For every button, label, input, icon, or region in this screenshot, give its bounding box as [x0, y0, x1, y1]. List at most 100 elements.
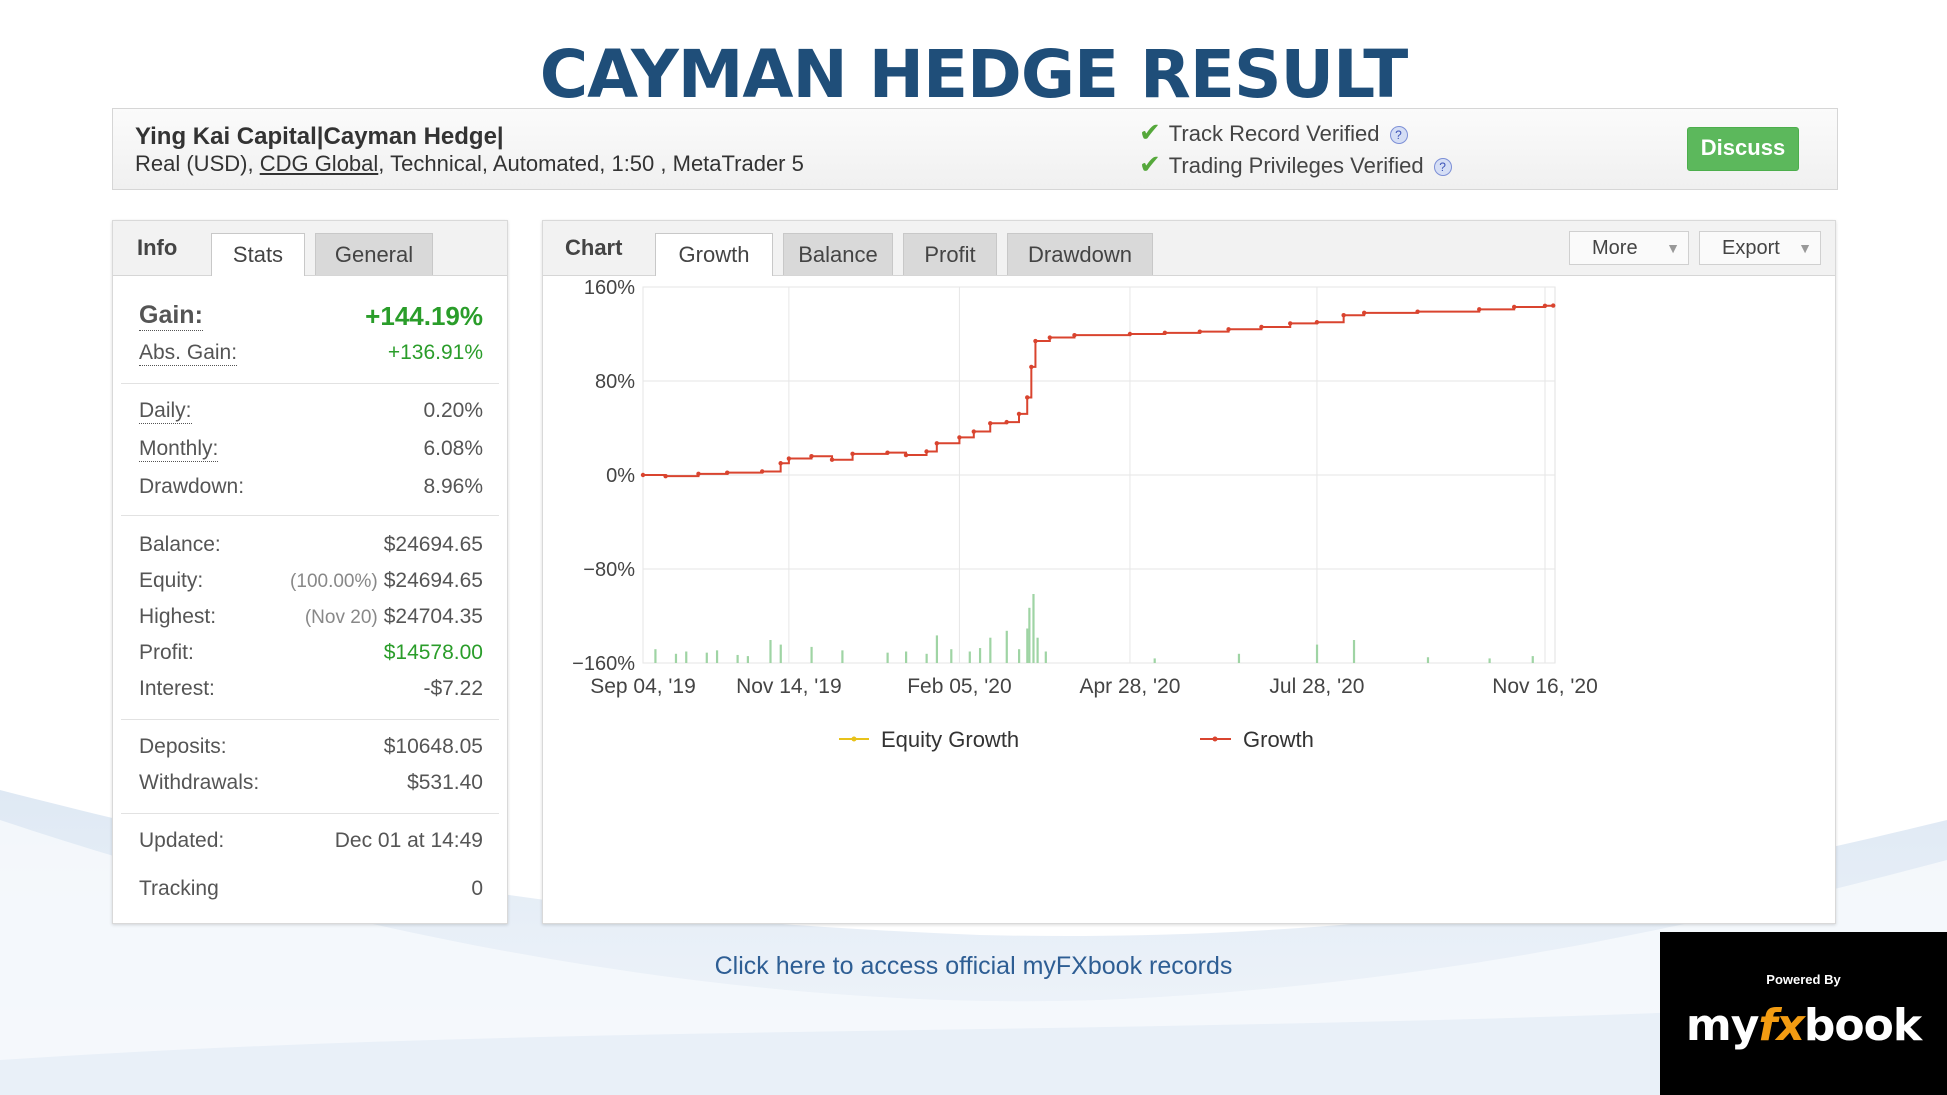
gain-label[interactable]: Gain:: [139, 301, 203, 331]
volume-bar: [950, 649, 953, 663]
growth-point: [1072, 332, 1077, 338]
growth-point: [1029, 364, 1034, 370]
highest-date: (Nov 20): [304, 607, 378, 628]
volume-bar: [1005, 630, 1008, 663]
volume-bar: [769, 640, 772, 663]
legend-growth-marker: [1212, 736, 1218, 742]
volume-bar: [968, 651, 971, 663]
growth-point: [786, 456, 792, 461]
export-dropdown[interactable]: Export ▼: [1699, 231, 1821, 265]
interest-label: Interest:: [139, 677, 215, 700]
legend-growth: Growth: [1243, 727, 1314, 752]
x-tick-label: Jul 28, '20: [1269, 675, 1364, 698]
gain-value: +144.19%: [365, 301, 483, 331]
growth-point: [1016, 411, 1022, 417]
y-tick-label: 160%: [584, 277, 635, 299]
tab-growth[interactable]: Growth: [655, 233, 773, 276]
more-dropdown[interactable]: More ▼: [1569, 231, 1689, 265]
broker-link[interactable]: CDG Global: [259, 151, 379, 176]
growth-point: [829, 457, 835, 462]
divider: [121, 515, 499, 516]
volume-bar: [654, 649, 657, 663]
volume-bar: [978, 648, 982, 663]
volume-bar: [1018, 649, 1021, 663]
volume-bar: [705, 652, 708, 663]
y-tick-label: 80%: [595, 371, 635, 393]
legend-equity-marker: [851, 736, 857, 742]
volume-bar: [935, 635, 939, 663]
growth-point: [1004, 419, 1009, 425]
chart-panel: Chart Growth Balance Profit Drawdown Mor…: [542, 220, 1836, 924]
tab-stats[interactable]: Stats: [211, 233, 305, 276]
account-meta: , Technical, Automated, 1:50 , MetaTrade…: [378, 151, 804, 176]
export-label: Export: [1722, 237, 1780, 259]
account-details: Real (USD), CDG Global, Technical, Autom…: [135, 151, 804, 177]
growth-point: [1551, 303, 1556, 308]
balance-label: Balance:: [139, 533, 221, 556]
volume-bar: [1531, 656, 1534, 663]
tab-drawdown[interactable]: Drawdown: [1007, 233, 1153, 275]
growth-point: [934, 441, 940, 446]
volume-bar: [1153, 658, 1156, 663]
growth-chart: 160% 80% 0% −80% −160%Sep 04, '19 Nov 14, '19…: [572, 277, 1598, 752]
tab-balance[interactable]: Balance: [783, 233, 893, 275]
growth-point: [778, 461, 783, 466]
volume-bar: [1028, 607, 1031, 663]
monthly-value: 6.08%: [423, 437, 483, 460]
track-record-label: Track Record Verified: [1168, 121, 1380, 146]
discuss-button[interactable]: Discuss: [1687, 127, 1799, 171]
myfxbook-records-link[interactable]: Click here to access official myFXbook r…: [714, 952, 1233, 980]
volume-bar: [1026, 628, 1029, 663]
growth-series-line: [643, 304, 1555, 478]
volume-bar: [715, 650, 719, 663]
volume-bar: [1237, 653, 1241, 663]
growth-point: [885, 450, 890, 455]
info-panel: Info Stats General Gain: +144.19% Abs. G…: [112, 220, 508, 924]
tracking-value: 0: [471, 877, 483, 900]
tab-profit[interactable]: Profit: [903, 233, 997, 275]
chart-tabbar: Chart Growth Balance Profit Drawdown Mor…: [543, 221, 1835, 276]
check-icon: ✔: [1139, 117, 1161, 147]
help-icon[interactable]: ?: [1389, 126, 1408, 145]
powered-by-text: Powered By: [1766, 972, 1841, 987]
growth-point: [663, 473, 668, 479]
profit-label: Profit:: [139, 641, 194, 664]
trading-privileges-verified: ✔ Trading Privileges Verified?: [1139, 149, 1452, 180]
interest-value: -$7.22: [423, 677, 483, 700]
growth-point: [1477, 307, 1482, 312]
tracking-label: Tracking: [139, 877, 219, 900]
daily-label[interactable]: Daily:: [139, 399, 192, 424]
divider: [121, 719, 499, 720]
equity-label: Equity:: [139, 569, 204, 592]
updated-value: Dec 01 at 14:49: [334, 829, 483, 852]
daily-value: 0.20%: [423, 399, 483, 422]
growth-point: [1127, 331, 1133, 337]
growth-point: [924, 449, 929, 454]
help-icon[interactable]: ?: [1433, 158, 1452, 177]
monthly-label[interactable]: Monthly:: [139, 437, 219, 462]
divider: [121, 813, 499, 814]
chart-title: Chart: [565, 235, 623, 260]
y-tick-label: −160%: [572, 653, 635, 675]
growth-point: [971, 429, 977, 434]
x-tick-label: Apr 28, '20: [1079, 675, 1180, 698]
abs-gain-label[interactable]: Abs. Gain:: [139, 341, 238, 366]
chevron-down-icon: ▼: [1666, 240, 1680, 256]
growth-point: [988, 421, 993, 426]
growth-point: [725, 470, 730, 475]
growth-point: [1361, 310, 1367, 316]
info-title: Info: [137, 235, 178, 260]
drawdown-value: 8.96%: [423, 475, 483, 498]
y-tick-label: −80%: [583, 559, 635, 581]
growth-point: [1288, 321, 1293, 326]
growth-point: [1259, 324, 1264, 330]
balance-value: $24694.65: [383, 533, 483, 556]
volume-bar: [1044, 651, 1047, 663]
volume-bar: [925, 653, 928, 663]
myfxbook-logo: myfxbook: [1685, 1000, 1922, 1051]
tab-general[interactable]: General: [315, 233, 433, 275]
equity-value: $24694.65: [383, 569, 483, 592]
myfxbook-badge[interactable]: Powered By myfxbook: [1660, 932, 1947, 1095]
highest-value: $24704.35: [383, 605, 483, 628]
